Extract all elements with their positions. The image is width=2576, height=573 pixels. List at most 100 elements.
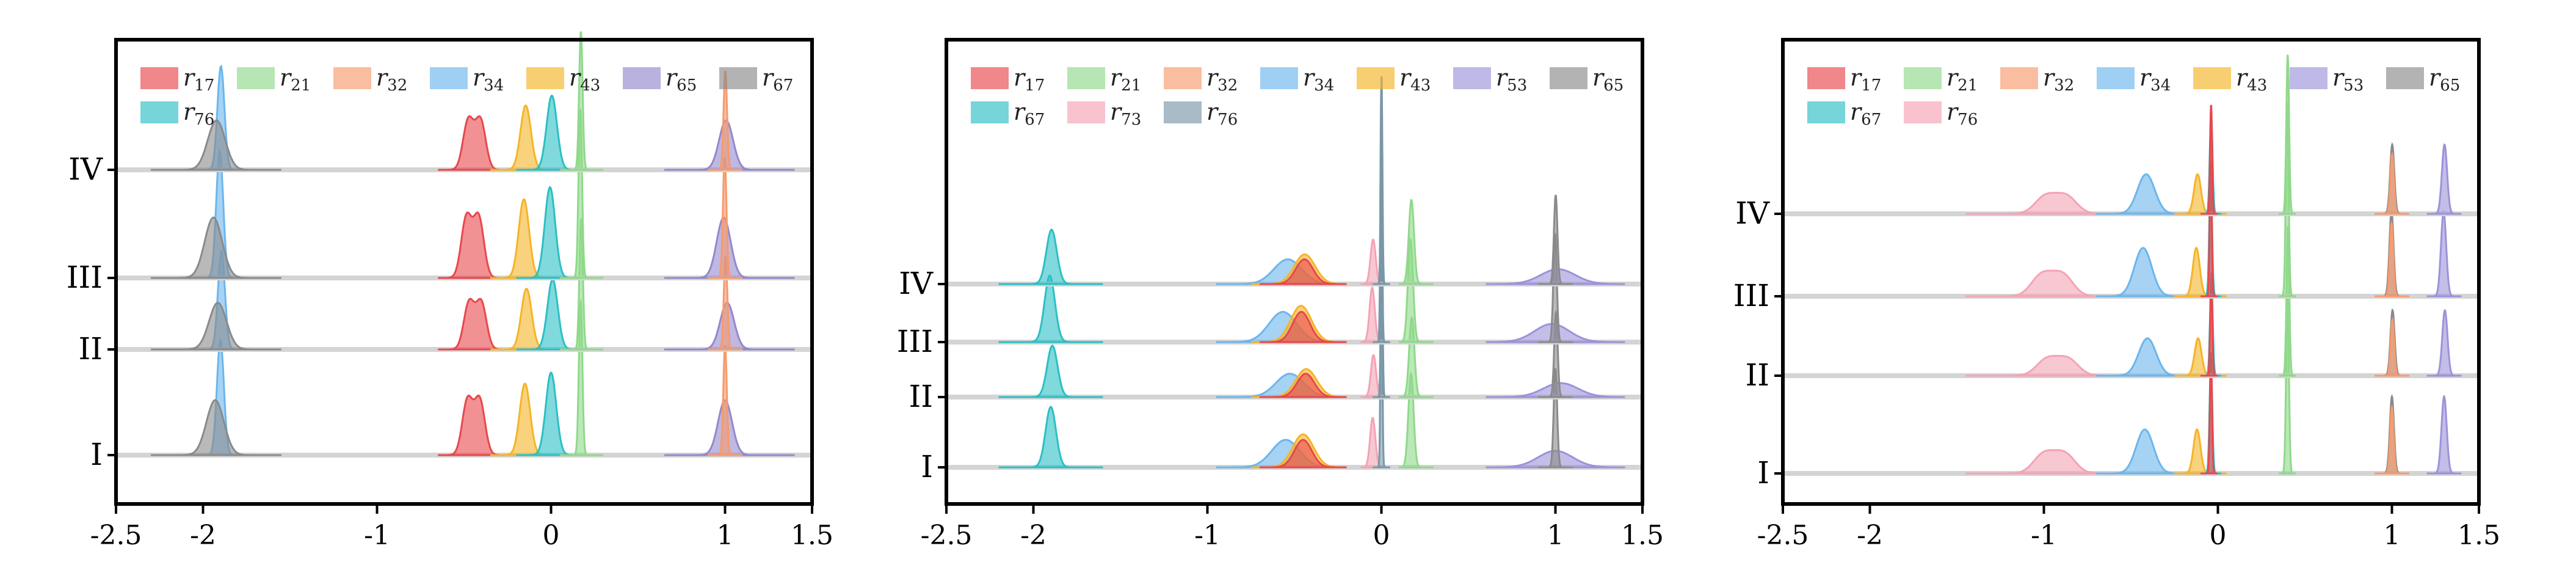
legend-swatch-r53 bbox=[1453, 67, 1491, 89]
density-r17 bbox=[1260, 373, 1347, 398]
legend-label-r34: r34 bbox=[2139, 64, 2171, 95]
legend-label-r73: r73 bbox=[1110, 98, 1141, 129]
row-label: III bbox=[897, 324, 933, 359]
legend-swatch-r34 bbox=[1260, 67, 1298, 89]
legend-swatch-r53 bbox=[2290, 67, 2327, 89]
legend-label-r65: r65 bbox=[666, 64, 697, 95]
density-r67 bbox=[998, 405, 1103, 469]
row-label: III bbox=[1733, 278, 1769, 313]
legend-label-r21: r21 bbox=[1947, 64, 1978, 95]
density-r67 bbox=[151, 302, 281, 351]
row-label: II bbox=[78, 331, 103, 367]
legend-swatch-r43 bbox=[2193, 67, 2231, 89]
x-tick-label: -1 bbox=[364, 520, 390, 551]
density-r32 bbox=[708, 345, 742, 456]
x-tick-label: 0 bbox=[2210, 520, 2227, 551]
legend-swatch-r76 bbox=[1164, 101, 1202, 123]
density-r32 bbox=[2375, 317, 2409, 377]
legend-swatch-r67 bbox=[1807, 101, 1845, 123]
legend-label-r53: r53 bbox=[2332, 64, 2364, 95]
density-r21 bbox=[1399, 316, 1434, 398]
legend-label-r17: r17 bbox=[1850, 64, 1881, 95]
legend-swatch-r65 bbox=[1550, 67, 1587, 89]
density-r21 bbox=[559, 31, 603, 171]
legend-swatch-r65 bbox=[2386, 67, 2424, 89]
density-r53 bbox=[2426, 309, 2462, 377]
density-r34 bbox=[2096, 173, 2183, 215]
density-r34 bbox=[2096, 428, 2183, 475]
row-label: I bbox=[1757, 455, 1769, 491]
legend-swatch-r76 bbox=[1904, 101, 1942, 123]
legend-label-r32: r32 bbox=[1206, 64, 1238, 95]
legend-label-r43: r43 bbox=[569, 64, 600, 95]
legend-label-r32: r32 bbox=[2043, 64, 2074, 95]
x-tick-label: -2.5 bbox=[921, 520, 973, 551]
density-r76 bbox=[1965, 449, 2114, 475]
density-r32 bbox=[2375, 221, 2409, 297]
legend-swatch-r73 bbox=[1067, 101, 1105, 123]
legend-swatch-r67 bbox=[971, 101, 1009, 123]
density-r17 bbox=[438, 115, 508, 171]
density-r32 bbox=[2375, 404, 2409, 475]
legend-label-r65: r65 bbox=[2429, 64, 2460, 95]
row-label: I bbox=[921, 449, 933, 484]
density-r67 bbox=[998, 345, 1103, 398]
x-tick-label: -2.5 bbox=[1757, 520, 1809, 551]
legend-label-r76: r76 bbox=[1947, 98, 1978, 129]
density-r65 bbox=[664, 399, 795, 456]
x-tick-label: 1 bbox=[717, 520, 734, 551]
density-r43 bbox=[2174, 428, 2227, 475]
x-tick-label: 0 bbox=[1373, 520, 1390, 551]
density-r65 bbox=[1538, 194, 1573, 285]
legend-swatch-r34 bbox=[2097, 67, 2135, 89]
density-r65 bbox=[664, 301, 795, 351]
density-r17 bbox=[2200, 352, 2218, 475]
plot-frame bbox=[114, 38, 814, 506]
x-tick-label: 1 bbox=[1547, 520, 1564, 551]
legend-label-r43: r43 bbox=[2236, 64, 2267, 95]
legend-label-r76: r76 bbox=[1206, 98, 1238, 129]
x-tick-label: -2.5 bbox=[90, 520, 142, 551]
plot-frame bbox=[945, 38, 1644, 506]
density-r53 bbox=[2426, 143, 2462, 215]
legend-label-r17: r17 bbox=[1014, 64, 1045, 95]
density-r17 bbox=[2200, 161, 2218, 297]
density-r43 bbox=[2174, 247, 2227, 297]
legend-label-r53: r53 bbox=[1496, 64, 1527, 95]
legend-label-r67: r67 bbox=[1850, 98, 1881, 129]
legend-swatch-r32 bbox=[2000, 67, 2038, 89]
density-r17 bbox=[1260, 258, 1347, 285]
density-r76 bbox=[1965, 192, 2114, 215]
density-r17 bbox=[438, 211, 508, 279]
x-tick-label: 0 bbox=[543, 520, 560, 551]
legend-label-r34: r34 bbox=[473, 64, 504, 95]
density-r67 bbox=[151, 399, 281, 456]
legend-swatch-r32 bbox=[1164, 67, 1202, 89]
density-r17 bbox=[1260, 439, 1347, 469]
density-r32 bbox=[2375, 151, 2409, 215]
legend-swatch-r17 bbox=[971, 67, 1009, 89]
x-tick-label: 1 bbox=[2384, 520, 2401, 551]
row-label: I bbox=[90, 437, 103, 472]
density-r67 bbox=[151, 216, 281, 279]
density-r21 bbox=[1399, 371, 1434, 469]
legend-label-r21: r21 bbox=[280, 64, 311, 95]
density-r67 bbox=[998, 228, 1103, 285]
legend-label-r67: r67 bbox=[1014, 98, 1045, 129]
density-r53 bbox=[2426, 210, 2462, 297]
x-tick-label: -1 bbox=[1194, 520, 1221, 551]
x-tick-label: -2 bbox=[1020, 520, 1047, 551]
row-label: IV bbox=[1735, 195, 1770, 231]
legend-label-r32: r32 bbox=[376, 64, 407, 95]
density-r43 bbox=[2174, 173, 2227, 215]
density-r17 bbox=[2200, 272, 2218, 377]
density-r65 bbox=[664, 216, 795, 279]
legend-label-r34: r34 bbox=[1303, 64, 1334, 95]
density-r21 bbox=[2279, 54, 2296, 215]
legend-swatch-r65 bbox=[623, 67, 661, 89]
legend-label-r76: r76 bbox=[183, 98, 214, 129]
density-r21 bbox=[1399, 237, 1434, 343]
